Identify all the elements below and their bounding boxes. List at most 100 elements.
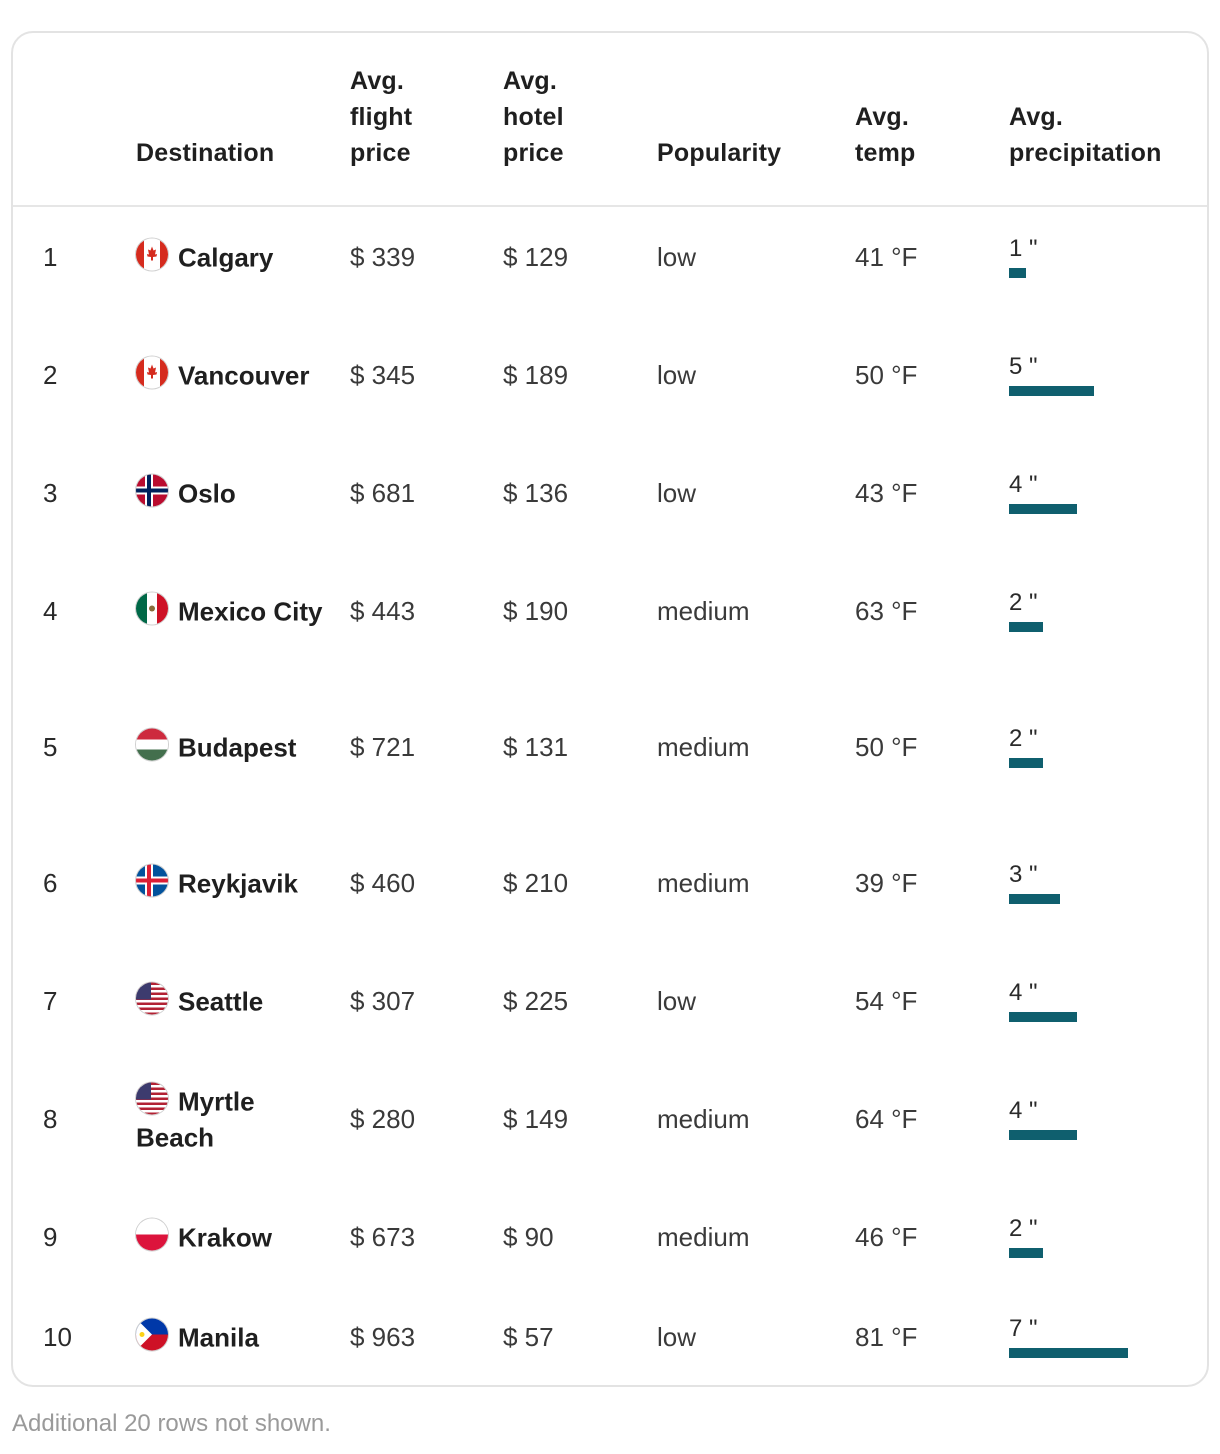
- flight-price-cell: $ 460: [350, 868, 416, 898]
- precipitation-value: 5 ": [1009, 353, 1038, 380]
- usa-flag-icon: [136, 1082, 168, 1115]
- popularity-cell: medium: [657, 1104, 750, 1134]
- rank-cell: 6: [43, 868, 58, 898]
- rank-cell: 8: [43, 1104, 58, 1134]
- precipitation-bar: [1009, 386, 1094, 396]
- hotel-price-cell: $ 136: [503, 478, 569, 508]
- table-row[interactable]: 10 Manila $ 963 $ 57 low 81 °F 7 ": [13, 1287, 1207, 1385]
- hotel-price-cell: $ 189: [503, 360, 569, 390]
- popularity-cell: low: [657, 986, 697, 1016]
- precipitation-value: 7 ": [1009, 1315, 1038, 1342]
- destination-name: Krakow: [178, 1222, 272, 1253]
- table-row[interactable]: 5 Budapest $ 721 $ 131 medium 50 °F 2 ": [13, 679, 1207, 815]
- precipitation-bar: [1009, 1012, 1077, 1022]
- rank-cell: 5: [43, 732, 58, 762]
- precipitation-cell: 1 ": [1009, 236, 1199, 278]
- rank-cell: 1: [43, 242, 58, 272]
- header-popularity[interactable]: Popularity: [657, 139, 782, 167]
- temp-cell: 81 °F: [855, 1322, 918, 1352]
- header-destination[interactable]: Destination: [136, 139, 275, 167]
- destinations-table: Destination Avg. flight price Avg. hotel…: [13, 33, 1207, 1385]
- popularity-cell: medium: [657, 732, 750, 762]
- precipitation-cell: 2 ": [1009, 1216, 1199, 1258]
- destination-cell[interactable]: Reykjavik: [136, 864, 336, 902]
- table-row[interactable]: 3 Oslo $ 681 $ 136 low 43 °F 4 ": [13, 443, 1207, 543]
- popularity-cell: medium: [657, 1222, 750, 1252]
- table-row[interactable]: 8 Myrtle Beach $ 280 $ 149 medium 64 °F …: [13, 1051, 1207, 1187]
- destination-name: Oslo: [178, 478, 236, 509]
- precipitation-value: 2 ": [1009, 589, 1038, 616]
- hotel-price-cell: $ 210: [503, 868, 569, 898]
- destination-name: Vancouver: [178, 360, 310, 391]
- destination-cell[interactable]: Oslo: [136, 474, 336, 512]
- flight-price-cell: $ 673: [350, 1222, 416, 1252]
- table-row[interactable]: 4 Mexico City $ 443 $ 190 medium 63 °F 2…: [13, 543, 1207, 679]
- norway-flag-icon: [136, 474, 168, 507]
- precipitation-bar: [1009, 622, 1043, 632]
- table-row[interactable]: 1 Calgary $ 339 $ 129 low 41 °F 1 ": [13, 207, 1207, 307]
- hotel-price-cell: $ 225: [503, 986, 569, 1016]
- precipitation-value: 4 ": [1009, 1097, 1038, 1124]
- table-row[interactable]: 9 Krakow $ 673 $ 90 medium 46 °F 2 ": [13, 1187, 1207, 1287]
- precipitation-bar: [1009, 268, 1026, 278]
- popularity-cell: medium: [657, 868, 750, 898]
- popularity-cell: medium: [657, 596, 750, 626]
- table-header: Destination Avg. flight price Avg. hotel…: [13, 33, 1207, 207]
- table-row[interactable]: 2 Vancouver $ 345 $ 189 low 50 °F 5 ": [13, 307, 1207, 443]
- popularity-cell: low: [657, 478, 697, 508]
- popularity-cell: low: [657, 1322, 697, 1352]
- temp-cell: 54 °F: [855, 986, 918, 1016]
- flight-price-cell: $ 721: [350, 732, 416, 762]
- precipitation-value: 4 ": [1009, 471, 1038, 498]
- precipitation-cell: 2 ": [1009, 590, 1199, 632]
- flight-price-cell: $ 307: [350, 986, 416, 1016]
- destination-name: Reykjavik: [178, 868, 298, 899]
- destination-name: Manila: [178, 1322, 259, 1353]
- destination-cell[interactable]: Manila: [136, 1318, 336, 1356]
- precipitation-value: 2 ": [1009, 725, 1038, 752]
- precipitation-cell: 4 ": [1009, 980, 1199, 1022]
- rank-cell: 9: [43, 1222, 58, 1252]
- hotel-price-cell: $ 90: [503, 1222, 554, 1252]
- flight-price-cell: $ 443: [350, 596, 416, 626]
- precipitation-value: 2 ": [1009, 1215, 1038, 1242]
- hotel-price-cell: $ 149: [503, 1104, 569, 1134]
- hungary-flag-icon: [136, 728, 168, 761]
- destination-cell[interactable]: Myrtle Beach: [136, 1082, 336, 1156]
- header-avg-temp[interactable]: Avg. temp: [855, 103, 916, 167]
- destination-cell[interactable]: Krakow: [136, 1218, 336, 1256]
- destination-cell[interactable]: Calgary: [136, 238, 336, 276]
- canada-flag-icon: [136, 238, 168, 271]
- table-row[interactable]: 6 Reykjavik $ 460 $ 210 medium 39 °F 3 ": [13, 815, 1207, 951]
- precipitation-cell: 4 ": [1009, 472, 1199, 514]
- destination-cell[interactable]: Budapest: [136, 728, 336, 766]
- destinations-table-card: Destination Avg. flight price Avg. hotel…: [11, 31, 1209, 1387]
- usa-flag-icon: [136, 982, 168, 1015]
- canada-flag-icon: [136, 356, 168, 389]
- rank-cell: 2: [43, 360, 58, 390]
- table-row[interactable]: 7 Seattle $ 307 $ 225 low 54 °F 4 ": [13, 951, 1207, 1051]
- destination-name: Myrtle Beach: [136, 1086, 255, 1153]
- destination-cell[interactable]: Vancouver: [136, 356, 336, 394]
- mexico-flag-icon: [136, 592, 168, 625]
- flight-price-cell: $ 345: [350, 360, 416, 390]
- destination-name: Calgary: [178, 242, 274, 273]
- poland-flag-icon: [136, 1218, 168, 1251]
- philippines-flag-icon: [136, 1318, 168, 1351]
- rank-cell: 10: [43, 1322, 72, 1352]
- destination-cell[interactable]: Seattle: [136, 982, 336, 1020]
- rank-cell: 4: [43, 596, 58, 626]
- precipitation-value: 1 ": [1009, 235, 1038, 262]
- precipitation-value: 3 ": [1009, 861, 1038, 888]
- destination-cell[interactable]: Mexico City: [136, 592, 336, 630]
- header-avg-precipitation[interactable]: Avg. precipitation: [1009, 103, 1162, 167]
- rank-cell: 3: [43, 478, 58, 508]
- hotel-price-cell: $ 57: [503, 1322, 554, 1352]
- header-avg-hotel-price[interactable]: Avg. hotel price: [503, 67, 564, 167]
- header-avg-flight-price[interactable]: Avg. flight price: [350, 67, 413, 167]
- temp-cell: 41 °F: [855, 242, 918, 272]
- hotel-price-cell: $ 190: [503, 596, 569, 626]
- precipitation-cell: 2 ": [1009, 726, 1199, 768]
- temp-cell: 50 °F: [855, 360, 918, 390]
- temp-cell: 64 °F: [855, 1104, 918, 1134]
